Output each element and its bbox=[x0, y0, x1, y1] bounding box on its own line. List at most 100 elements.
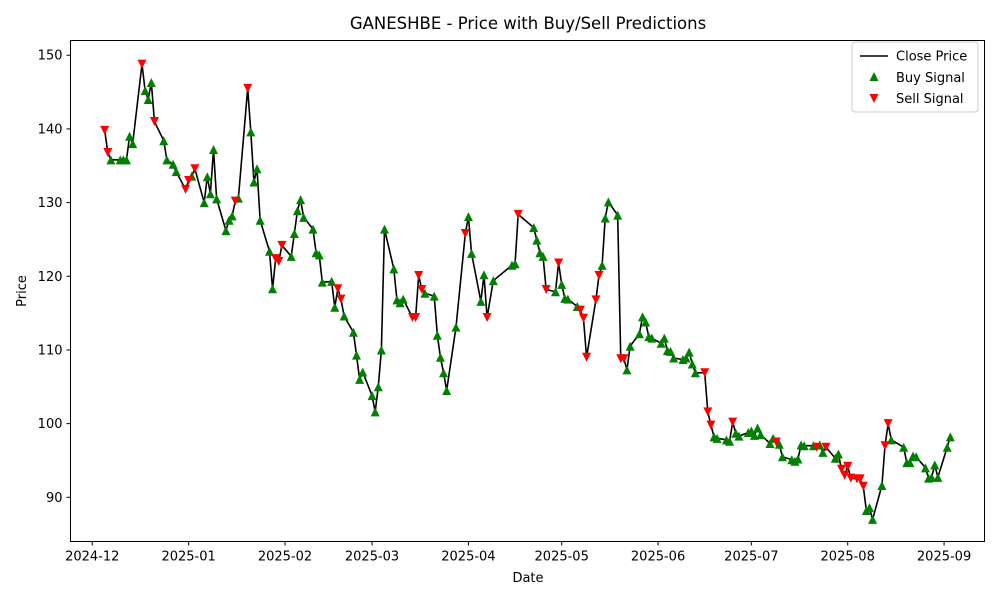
buy-signal-marker bbox=[638, 312, 648, 322]
buy-signal-marker bbox=[432, 330, 442, 340]
buy-signal-marker bbox=[451, 322, 461, 332]
sell-signal-marker bbox=[821, 442, 831, 452]
buy-signal-marker bbox=[420, 288, 430, 298]
buy-signal-marker bbox=[765, 439, 775, 449]
plot-frame bbox=[70, 40, 985, 542]
buy-signal-marker bbox=[159, 136, 169, 146]
buy-signal-marker bbox=[389, 264, 399, 274]
buy-signal-marker bbox=[442, 385, 452, 395]
x-tick-label: 2025-07 bbox=[724, 550, 778, 565]
buy-signal-marker bbox=[625, 341, 635, 351]
sell-signal-marker bbox=[812, 442, 822, 452]
buy-signal-marker bbox=[920, 463, 930, 473]
buy-signal-marker bbox=[209, 145, 219, 155]
buy-signal-marker bbox=[314, 250, 324, 260]
x-tick-label: 2025-03 bbox=[345, 550, 399, 565]
buy-signal-marker bbox=[373, 382, 383, 392]
plot-area bbox=[100, 59, 955, 524]
legend: Close Price Buy Signal Sell Signal bbox=[851, 41, 979, 113]
buy-signal-marker bbox=[268, 284, 278, 294]
buy-signal-marker bbox=[358, 367, 368, 377]
sell-signal-marker bbox=[846, 473, 856, 483]
buy-signal-marker bbox=[529, 223, 539, 233]
buy-signal-marker bbox=[899, 442, 909, 452]
buy-signal-marker bbox=[656, 338, 666, 348]
sell-signal-marker bbox=[706, 420, 716, 430]
buy-signal-marker bbox=[370, 407, 380, 417]
buy-signal-marker bbox=[289, 229, 299, 239]
buy-signal-marker bbox=[933, 472, 943, 482]
buy-signal-marker bbox=[308, 224, 318, 234]
buy-signal-marker bbox=[327, 276, 337, 286]
buy-signal-marker bbox=[799, 441, 809, 451]
buy-signal-marker bbox=[690, 368, 700, 378]
buy-signal-marker bbox=[833, 449, 843, 459]
sell-signal-markers bbox=[100, 59, 893, 491]
legend-buy-signal-label: Buy Signal bbox=[896, 71, 965, 86]
buy-signal-markers bbox=[106, 77, 955, 524]
sell-signal-marker bbox=[190, 164, 200, 174]
sell-signal-marker bbox=[482, 313, 492, 323]
buy-signal-marker bbox=[292, 206, 302, 216]
y-tick-label: 110 bbox=[38, 343, 63, 358]
buy-signal-marker bbox=[429, 291, 439, 301]
x-tick-label: 2025-08 bbox=[821, 550, 875, 565]
sell-signal-marker bbox=[883, 419, 893, 429]
legend-close-price-label: Close Price bbox=[896, 50, 967, 65]
buy-signal-marker bbox=[725, 436, 735, 446]
buy-signal-marker bbox=[317, 277, 327, 287]
sell-signal-marker bbox=[274, 257, 284, 267]
sell-signal-marker bbox=[700, 368, 710, 378]
y-tick-label: 150 bbox=[38, 49, 63, 64]
buy-signal-marker bbox=[146, 77, 156, 87]
buy-signal-marker bbox=[367, 391, 377, 401]
buy-signal-marker bbox=[550, 287, 560, 297]
buy-signal-marker bbox=[352, 350, 362, 360]
buy-signal-marker bbox=[296, 195, 306, 205]
buy-signal-marker bbox=[439, 368, 449, 378]
sell-signal-marker bbox=[554, 258, 564, 268]
buy-signal-marker bbox=[942, 442, 952, 452]
y-tick-label: 100 bbox=[38, 417, 63, 432]
buy-signal-marker bbox=[128, 139, 138, 149]
sell-signal-marker bbox=[771, 437, 781, 447]
y-tick-label: 120 bbox=[38, 270, 63, 285]
buy-signal-marker bbox=[603, 197, 613, 207]
sell-signal-marker bbox=[460, 229, 470, 239]
buy-signal-marker bbox=[199, 198, 209, 208]
buy-signal-marker bbox=[330, 302, 340, 312]
buy-signal-marker bbox=[911, 452, 921, 462]
sell-signal-marker bbox=[414, 271, 424, 281]
y-axis-label: Price bbox=[15, 275, 30, 307]
buy-signal-marker bbox=[212, 194, 222, 204]
sell-signal-marker bbox=[858, 481, 868, 491]
buy-signal-marker bbox=[249, 177, 259, 187]
sell-signal-marker bbox=[277, 240, 287, 250]
sell-signal-marker bbox=[703, 407, 713, 417]
buy-signal-marker bbox=[793, 454, 803, 464]
sell-signal-marker bbox=[333, 284, 343, 294]
sell-signal-marker bbox=[843, 461, 853, 471]
buy-signal-marker bbox=[634, 329, 644, 339]
sell-signal-marker bbox=[417, 285, 427, 295]
buy-signal-marker bbox=[681, 353, 691, 363]
sell-signal-marker bbox=[594, 271, 604, 281]
y-tick-label: 90 bbox=[46, 491, 63, 506]
sell-signal-marker bbox=[230, 196, 240, 206]
buy-signal-marker bbox=[818, 447, 828, 457]
buy-signal-marker bbox=[622, 365, 632, 375]
buy-signal-marker bbox=[479, 270, 489, 280]
buy-signal-marker bbox=[467, 248, 477, 258]
buy-signal-marker bbox=[106, 155, 116, 165]
x-tick-label: 2025-09 bbox=[917, 550, 971, 565]
buy-signal-marker bbox=[659, 333, 669, 343]
buy-signal-marker bbox=[930, 460, 940, 470]
buy-signal-marker bbox=[613, 210, 623, 220]
buy-signal-marker bbox=[125, 131, 135, 141]
buy-signal-marker bbox=[600, 213, 610, 223]
buy-signal-marker bbox=[774, 439, 784, 449]
chart-title: GANESHBE - Price with Buy/Sell Predictio… bbox=[350, 14, 706, 33]
sell-signal-marker bbox=[880, 441, 890, 451]
buy-signal-marker bbox=[734, 431, 744, 441]
